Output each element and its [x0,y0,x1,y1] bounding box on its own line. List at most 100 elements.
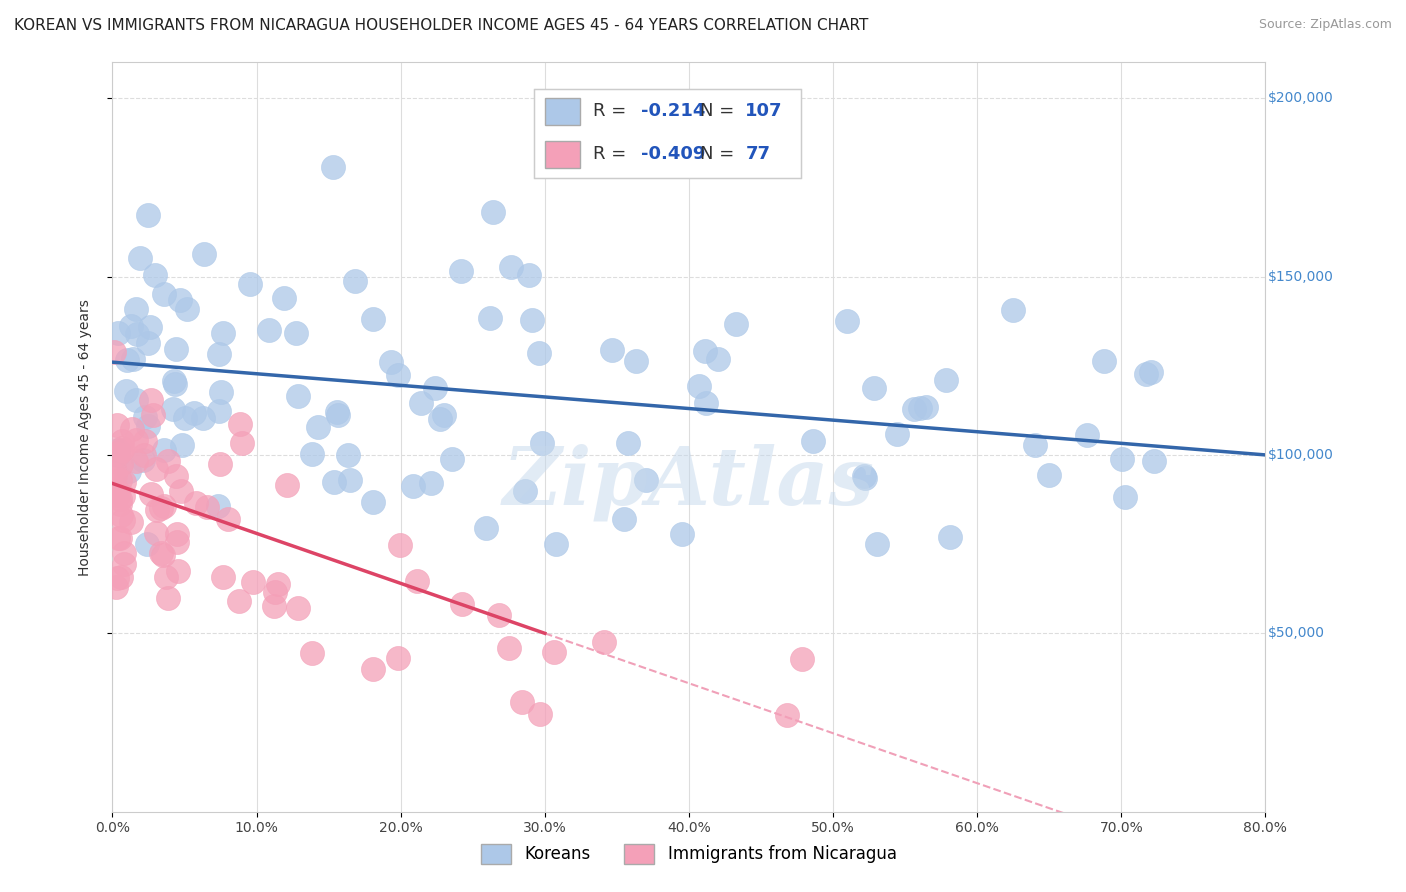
Point [593,634,616,648]
Point [120,318,142,333]
Point [273,291,295,305]
Point [363,312,385,326]
Point [112,475,135,489]
Point [513,483,536,498]
Point [139,320,162,334]
Point [1114,491,1136,505]
Point [938,530,960,544]
Point [184,496,207,510]
Point [801,434,824,449]
Point [266,577,288,591]
Point [600,343,623,358]
Point [169,293,191,307]
Point [143,268,166,282]
Text: -0.409: -0.409 [641,145,706,163]
Point [257,323,280,337]
Point [124,302,146,317]
Point [132,453,155,467]
Point [125,453,148,467]
Point [152,499,174,513]
Text: $200,000: $200,000 [1268,91,1333,105]
Point [380,354,402,368]
Point [336,448,359,462]
Point [529,706,551,721]
Point [429,411,451,425]
Point [517,268,540,282]
Point [209,384,232,399]
Point [111,489,134,503]
Point [543,645,565,659]
Point [790,652,813,666]
Point [479,311,502,326]
Point [162,401,184,416]
Point [1002,302,1025,317]
Point [482,204,505,219]
Point [108,491,131,506]
Point [138,419,160,434]
Point [419,476,441,491]
Point [228,593,250,607]
Point [150,501,173,516]
Point [339,473,361,487]
Point [263,599,285,614]
Point [1140,365,1163,379]
Point [125,434,148,448]
Point [163,374,186,388]
Point [284,326,307,341]
Y-axis label: Householder Income Ages 45 - 64 years: Householder Income Ages 45 - 64 years [77,299,91,575]
Point [1111,452,1133,467]
Point [111,441,134,455]
Point [166,564,188,578]
Point [229,417,252,432]
Point [103,468,125,483]
Point [671,527,693,541]
Point [1024,438,1046,452]
Point [107,531,129,545]
Point [865,537,887,551]
Point [301,447,323,461]
Point [110,508,132,522]
Point [450,263,472,277]
Text: Source: ZipAtlas.com: Source: ZipAtlas.com [1258,18,1392,31]
Point [108,531,131,545]
Point [153,286,176,301]
Point [903,402,925,417]
Point [522,312,544,326]
Point [183,406,205,420]
FancyBboxPatch shape [546,141,579,168]
Point [103,462,125,476]
Point [107,571,129,585]
Point [165,468,187,483]
Point [209,457,232,471]
Text: N =: N = [700,103,734,120]
Point [146,502,169,516]
Point [546,537,568,551]
Point [322,160,344,174]
Point [276,478,298,492]
Point [238,277,260,292]
Point [207,500,229,514]
Point [863,381,886,395]
Point [433,408,456,422]
Point [440,451,463,466]
Point [510,695,533,709]
Point [115,353,138,368]
Point [776,708,799,723]
Text: $50,000: $50,000 [1268,626,1324,640]
FancyBboxPatch shape [546,98,579,125]
Text: R =: R = [593,145,626,163]
Point [211,326,233,341]
Point [111,434,134,449]
Point [231,435,253,450]
Point [323,475,346,489]
Point [165,376,187,391]
Point [176,301,198,316]
Legend: Koreans, Immigrants from Nicaragua: Koreans, Immigrants from Nicaragua [475,838,903,871]
Point [115,384,138,398]
Point [107,488,129,502]
Text: 107: 107 [745,103,783,120]
Point [111,513,134,527]
Point [156,591,179,606]
Text: -0.214: -0.214 [641,103,706,120]
Point [122,351,145,366]
